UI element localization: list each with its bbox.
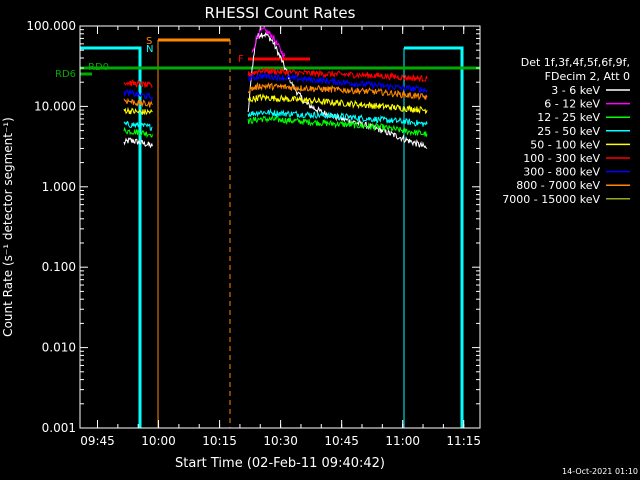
flag-label: N bbox=[146, 44, 153, 55]
plot-area: RD0 RD6 SN F bbox=[55, 26, 480, 428]
legend-label: 6 - 12 keV bbox=[544, 98, 600, 111]
x-tick-label: 09:45 bbox=[80, 434, 115, 448]
y-tick-label: 0.100 bbox=[42, 260, 76, 274]
y-tick-label: 0.001 bbox=[42, 421, 76, 435]
series-line-5-seg-1 bbox=[247, 67, 428, 83]
series-line-5-seg-0 bbox=[123, 79, 153, 89]
y-tick-label: 100.000 bbox=[26, 19, 76, 33]
series-line-2-seg-1 bbox=[247, 115, 428, 138]
legend: Det 1f,3f,4f,5f,6f,9f, FDecim 2, Att 0 3… bbox=[502, 56, 630, 206]
footer-timestamp: 14-Oct-2021 01:10 bbox=[562, 467, 638, 476]
legend-label: 100 - 300 keV bbox=[523, 152, 600, 165]
legend-label: 7000 - 15000 keV bbox=[502, 193, 600, 206]
series-line-0-seg-0 bbox=[123, 137, 153, 149]
legend-header-line-1: Det 1f,3f,4f,5f,6f,9f, bbox=[521, 56, 630, 69]
series-line-2-seg-0 bbox=[123, 126, 153, 139]
series-line-0-seg-1 bbox=[247, 32, 428, 149]
legend-label: 25 - 50 keV bbox=[537, 125, 600, 138]
flag-label: RD6 bbox=[55, 69, 76, 80]
flag-label: RD0 bbox=[88, 62, 109, 73]
x-tick-label: 10:15 bbox=[202, 434, 237, 448]
plot-content bbox=[80, 26, 480, 428]
x-tick-label: 11:15 bbox=[446, 434, 481, 448]
series-line-3-seg-1 bbox=[247, 108, 428, 127]
flag-label: F bbox=[238, 54, 244, 65]
x-tick-label: 10:45 bbox=[324, 434, 359, 448]
legend-label: 3 - 6 keV bbox=[551, 84, 600, 97]
chart-title: RHESSI Count Rates bbox=[205, 4, 356, 22]
legend-label: 300 - 800 keV bbox=[523, 166, 600, 179]
y-tick-label: 1.000 bbox=[42, 180, 76, 194]
series-line-3-seg-0 bbox=[123, 120, 153, 131]
flag-label: S bbox=[146, 36, 152, 47]
legend-label: 12 - 25 keV bbox=[537, 111, 600, 124]
x-tick-label: 10:30 bbox=[263, 434, 298, 448]
axes: 0.001 0.010 0.100 1.000 10.000 100.000 09:45 10… bbox=[26, 19, 481, 448]
legend-header-line-2: FDecim 2, Att 0 bbox=[545, 70, 630, 83]
plot-frame bbox=[79, 25, 481, 429]
series-line-1-seg-0 bbox=[251, 26, 286, 59]
x-axis-label: Start Time (02-Feb-11 09:40:42) bbox=[175, 456, 385, 471]
series-line-6-seg-0 bbox=[123, 88, 153, 103]
legend-label: 800 - 7000 keV bbox=[516, 179, 600, 192]
saa-flag-right bbox=[404, 46, 464, 428]
series-line-4-seg-1 bbox=[247, 93, 428, 115]
y-tick-label: 10.000 bbox=[34, 99, 76, 113]
series-line-4-seg-0 bbox=[123, 106, 153, 116]
y-tick-label: 0.010 bbox=[42, 341, 76, 355]
x-tick-label: 11:00 bbox=[385, 434, 420, 448]
legend-label: 50 - 100 keV bbox=[530, 138, 600, 151]
series-line-6-seg-1 bbox=[247, 71, 428, 94]
y-axis-label: Count Rate (s⁻¹ detector segment⁻¹) bbox=[1, 117, 15, 337]
series-line-7-seg-0 bbox=[123, 97, 153, 108]
x-tick-label: 10:00 bbox=[141, 434, 176, 448]
series-line-7-seg-1 bbox=[247, 82, 428, 101]
